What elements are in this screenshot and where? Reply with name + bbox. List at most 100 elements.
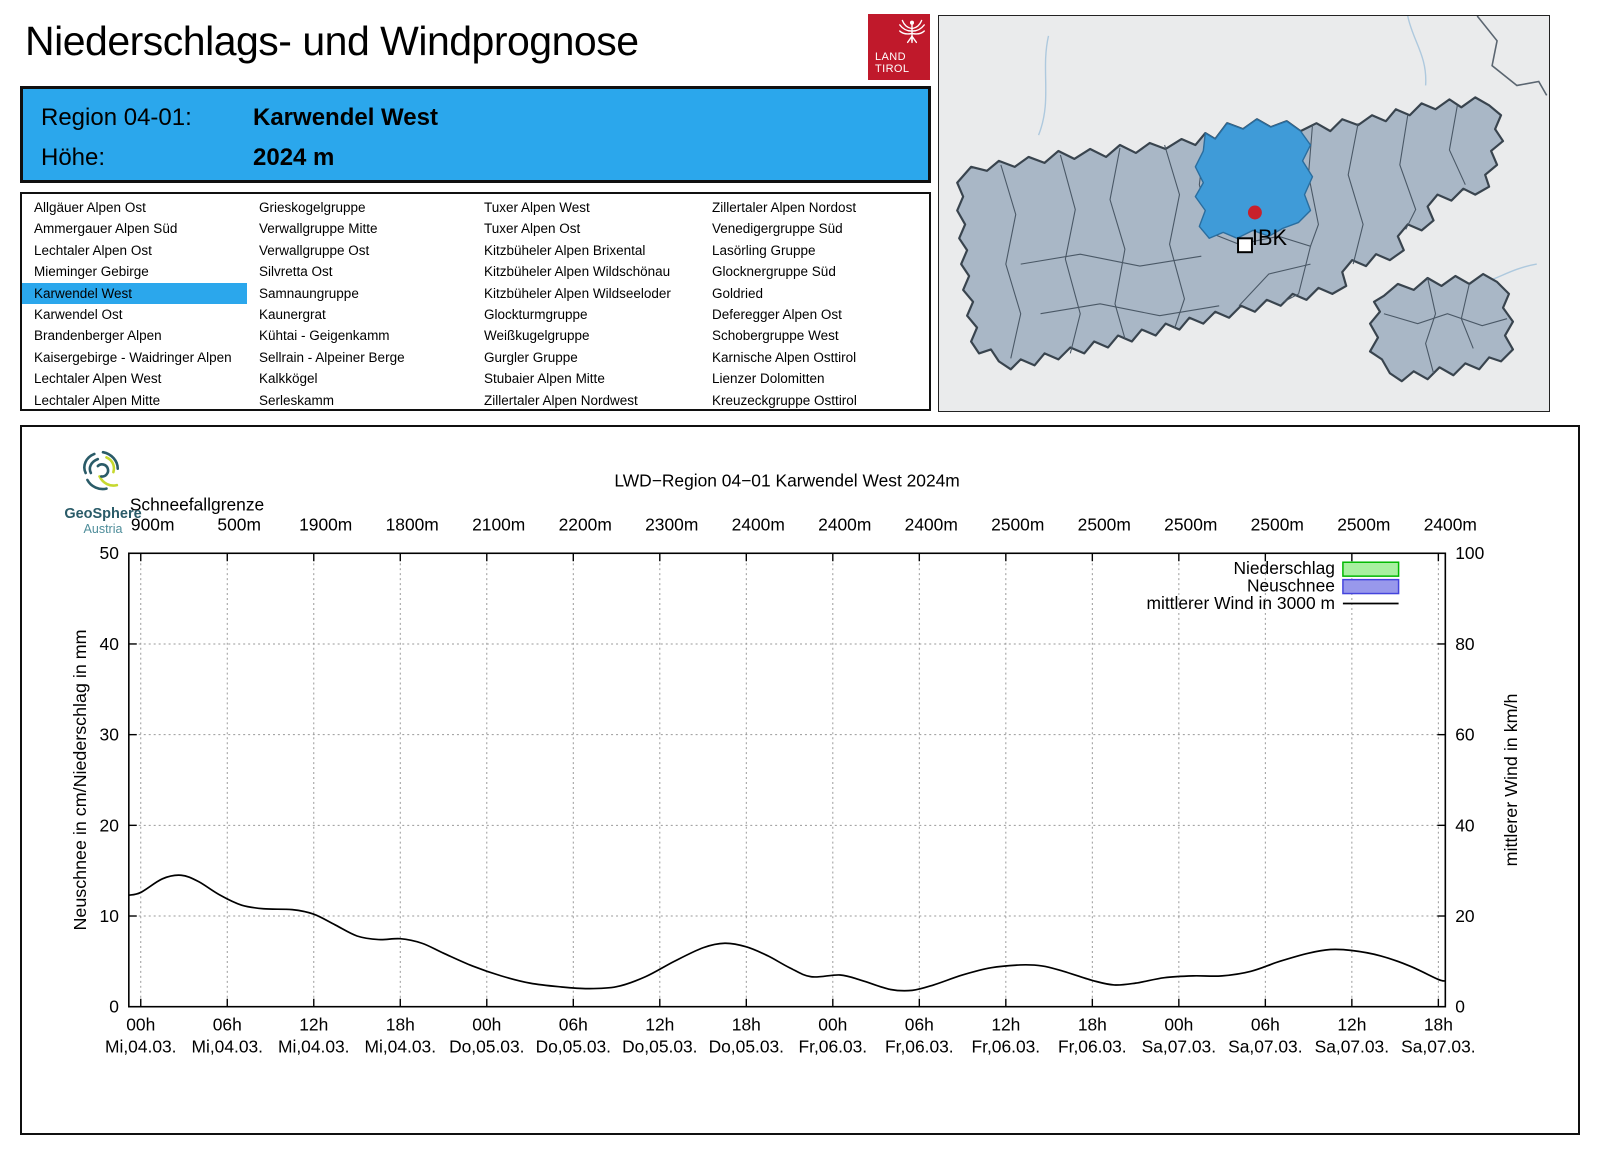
region-item[interactable]: Schobergruppe West [712, 328, 839, 344]
snowline-value: 2500m [1337, 514, 1390, 534]
region-item[interactable]: Mieminger Gebirge [34, 264, 149, 280]
land-tirol-logo: LAND TIROL [868, 14, 930, 80]
x-tick-date: Mi,04.03. [105, 1036, 177, 1056]
y-right-tick-label: 0 [1455, 997, 1465, 1017]
region-item[interactable]: Lechtaler Alpen West [34, 371, 162, 387]
y-left-tick-label: 10 [100, 906, 119, 926]
legend-swatch [1342, 561, 1400, 577]
region-center-dot [1247, 205, 1262, 220]
region-item[interactable]: Lienzer Dolomitten [712, 371, 825, 387]
region-item[interactable]: Kalkkögel [259, 371, 318, 387]
region-item[interactable]: Venedigergruppe Süd [712, 221, 843, 237]
x-tick-date: Do,05.03. [622, 1036, 697, 1056]
region-item[interactable]: Karnische Alpen Osttirol [712, 349, 857, 365]
snowline-value: 2400m [905, 514, 958, 534]
region-item[interactable]: Karwendel Ost [34, 306, 123, 322]
legend-label: Niederschlag [1233, 558, 1335, 578]
region-item[interactable]: Stubaier Alpen Mitte [484, 371, 605, 387]
snowline-value: 1900m [299, 514, 352, 534]
region-item[interactable]: Lasörling Gruppe [712, 242, 816, 258]
x-tick-time: 00h [472, 1015, 501, 1035]
region-item[interactable]: Kreuzeckgruppe Osttirol [712, 392, 857, 408]
x-tick-time: 18h [732, 1015, 761, 1035]
x-tick-date: Fr,06.03. [798, 1036, 867, 1056]
region-item[interactable]: Verwallgruppe Mitte [259, 221, 378, 237]
altitude-value: 2024 m [253, 144, 335, 171]
region-item[interactable]: Brandenberger Alpen [34, 328, 162, 344]
plot-border [128, 552, 1447, 1008]
region-item[interactable]: Goldried [712, 285, 764, 301]
snowline-value: 2300m [645, 514, 698, 534]
x-tick-time: 12h [991, 1015, 1020, 1035]
snowline-value: 2100m [472, 514, 525, 534]
region-item[interactable]: Allgäuer Alpen Ost [34, 200, 146, 215]
region-item[interactable]: Deferegger Alpen Ost [712, 306, 842, 322]
grid-lines [128, 553, 1446, 1007]
region-item[interactable]: Tuxer Alpen West [484, 200, 590, 215]
page-title: Niederschlags- und Windprognose [25, 18, 639, 64]
y-left-tick-label: 20 [100, 815, 119, 835]
region-item[interactable]: Glocknergruppe Süd [712, 264, 836, 280]
y-left-tick-label: 0 [109, 997, 119, 1017]
region-boundaries [1000, 105, 1466, 359]
region-item[interactable]: Kaisergebirge - Waidringer Alpen [34, 349, 232, 365]
region-item[interactable]: Serleskamm [259, 392, 335, 408]
x-tick-time: 00h [1164, 1015, 1193, 1035]
region-item-selected[interactable]: Karwendel West [22, 282, 247, 304]
snowline-value: 2400m [1424, 514, 1477, 534]
snowline-value: 2500m [1164, 514, 1217, 534]
snowline-value: 2400m [732, 514, 785, 534]
region-item[interactable]: Zillertaler Alpen Nordwest [484, 392, 638, 408]
region-item[interactable]: Samnaungruppe [259, 285, 359, 301]
x-tick-time: 06h [1251, 1015, 1280, 1035]
region-item[interactable]: Ammergauer Alpen Süd [34, 221, 178, 237]
region-item[interactable]: Lechtaler Alpen Ost [34, 242, 152, 258]
y-left-tick-label: 40 [100, 634, 119, 654]
region-item[interactable]: Kitzbüheler Alpen Wildschönau [484, 264, 671, 280]
region-item[interactable]: Weißkugelgruppe [484, 328, 590, 344]
region-item[interactable]: Kühtai - Geigenkamm [259, 328, 390, 344]
region-item[interactable]: Glockturmgruppe [484, 306, 588, 322]
forecast-chart-panel: GeoSphere Austria LWD−Region 04−01 Karwe… [20, 425, 1580, 1135]
x-tick-date: Mi,04.03. [191, 1036, 263, 1056]
y-right-tick-label: 40 [1455, 815, 1474, 835]
wind-curve [129, 874, 1446, 992]
x-tick-date: Fr,06.03. [885, 1036, 954, 1056]
region-item[interactable]: Kitzbüheler Alpen Wildseeloder [484, 285, 671, 301]
geosphere-name: GeoSphere [64, 506, 142, 522]
legend-swatch [1342, 578, 1400, 595]
legend-label: mittlerer Wind in 3000 m [1146, 593, 1334, 613]
region-item[interactable]: Grieskogelgruppe [259, 200, 366, 215]
country-border-line [1476, 16, 1548, 96]
y-left-axis-title: Neuschnee in cm/Niederschlag in mm [70, 629, 90, 930]
tyrolean-eagle-icon [898, 17, 926, 50]
x-tick-date: Fr,06.03. [972, 1036, 1041, 1056]
y-right-tick-label: 60 [1455, 725, 1474, 745]
y-left-tick-label: 50 [100, 543, 119, 563]
region-item[interactable]: Kaunergrat [259, 306, 326, 322]
x-tick-time: 18h [1424, 1015, 1453, 1035]
y-left-tick-label: 30 [100, 725, 119, 745]
x-tick-date: Mi,04.03. [278, 1036, 350, 1056]
region-item[interactable]: Kitzbüheler Alpen Brixental [484, 242, 646, 258]
x-tick-date: Sa,07.03. [1142, 1036, 1216, 1056]
region-item[interactable]: Lechtaler Alpen Mitte [34, 392, 161, 408]
region-item[interactable]: Sellrain - Alpeiner Berge [259, 349, 405, 365]
y-right-tick-label: 20 [1455, 906, 1474, 926]
region-item[interactable]: Silvretta Ost [259, 264, 333, 280]
x-tick-time: 06h [213, 1015, 242, 1035]
east-tyrol-boundaries [1383, 277, 1508, 374]
region-item[interactable]: Zillertaler Alpen Nordost [712, 200, 857, 215]
geosphere-country: Austria [83, 522, 123, 536]
region-item[interactable]: Tuxer Alpen Ost [484, 221, 581, 237]
x-tick-date: Sa,07.03. [1228, 1036, 1302, 1056]
y-right-tick-label: 100 [1455, 543, 1484, 563]
y-right-axis-title: mittlerer Wind in km/h [1501, 694, 1521, 867]
region-item[interactable]: Gurgler Gruppe [484, 349, 578, 365]
x-tick-time: 12h [1337, 1015, 1366, 1035]
x-tick-time: 00h [818, 1015, 847, 1035]
y-right-tick-label: 80 [1455, 634, 1474, 654]
region-item[interactable]: Verwallgruppe Ost [259, 242, 370, 258]
region-list-column: Tuxer Alpen West Tuxer Alpen Ost Kitzbühel… [472, 194, 700, 409]
